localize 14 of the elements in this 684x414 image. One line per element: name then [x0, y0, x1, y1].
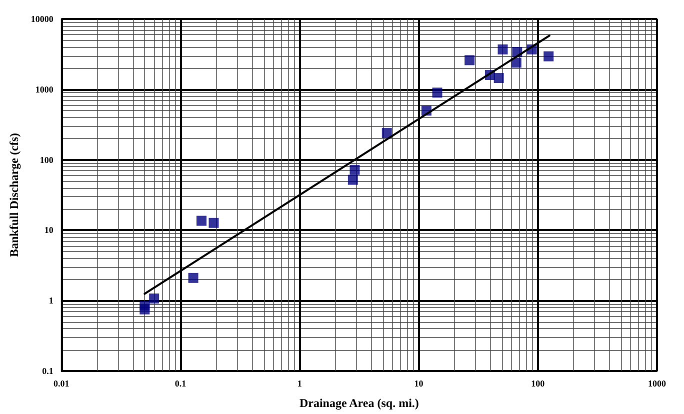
y-tick-label: 1 [48, 296, 54, 306]
x-tick-label: 10 [414, 378, 424, 388]
y-tick-label: 10000 [30, 14, 54, 24]
y-tick-label: 1000 [35, 84, 54, 94]
x-tick-label: 1000 [648, 378, 666, 388]
y-tick-label: 100 [40, 154, 54, 165]
x-tick-label: 0.1 [174, 378, 187, 388]
y-tick-label: 10 [44, 225, 54, 236]
x-tick-label: 0.01 [54, 378, 70, 388]
x-tick-label: 1 [297, 378, 302, 388]
y-axis-title: Bankfull Discharge (cfs) [7, 133, 21, 257]
y-tick-label: 0.1 [42, 366, 54, 376]
x-tick-label: 100 [531, 378, 546, 388]
x-axis-title: Drainage Area (sq. mi.) [299, 396, 419, 410]
